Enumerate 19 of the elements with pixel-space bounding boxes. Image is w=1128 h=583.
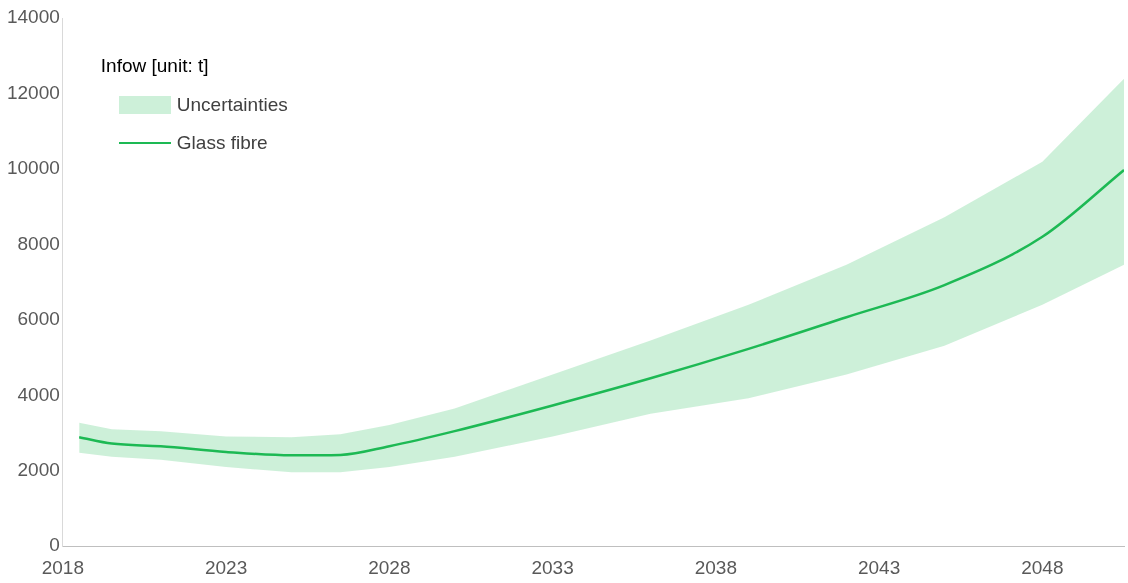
y-tick-label: 14000 — [6, 6, 60, 28]
x-tick-label: 2038 — [694, 556, 737, 578]
annotation: Uncertainties — [176, 94, 288, 116]
y-tick-label: 0 — [49, 534, 60, 556]
y-tick-label: 12000 — [6, 81, 60, 103]
y-tick-label: 6000 — [17, 308, 60, 330]
y-tick-label: 8000 — [17, 232, 60, 254]
x-tick-label: 2018 — [41, 556, 84, 578]
x-tick-label: 2023 — [204, 556, 248, 578]
x-tick-label: 2048 — [1021, 556, 1064, 578]
x-tick-label: 2043 — [857, 556, 901, 578]
y-tick-label: 2000 — [17, 458, 60, 480]
y-tick-label: 10000 — [6, 157, 60, 179]
x-tick-label: 2028 — [368, 556, 411, 578]
legend-title: Infow [unit: t] — [100, 54, 210, 78]
legend-label: Glass fibre — [176, 132, 268, 154]
line-series — [77, 168, 1124, 457]
y-tick-label: 4000 — [17, 383, 60, 405]
x-tick-label: 2033 — [531, 556, 574, 578]
